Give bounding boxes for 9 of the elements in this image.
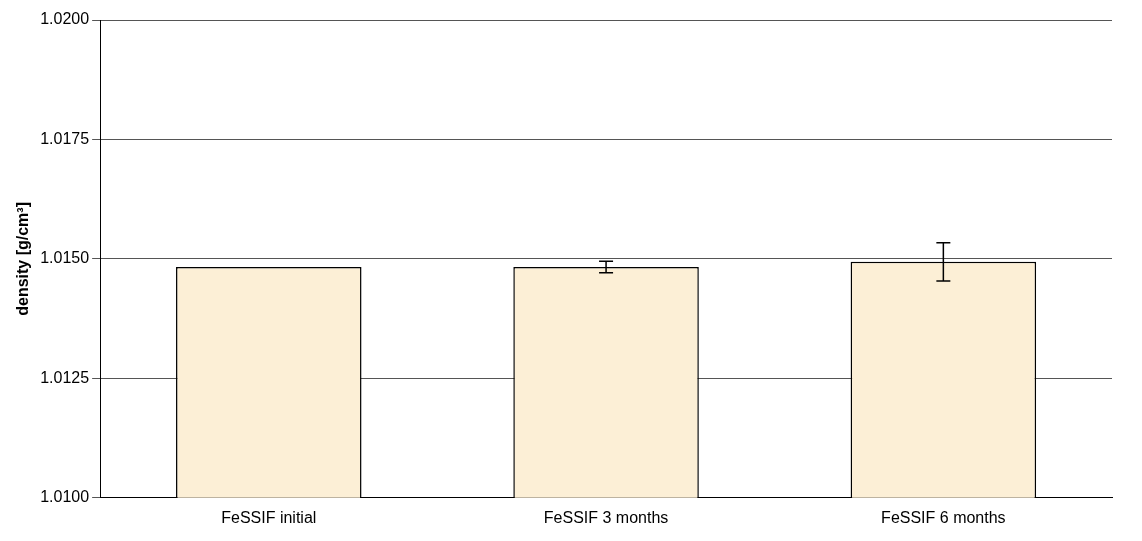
x-tick-label: FeSSIF initial: [221, 508, 317, 526]
y-tick-label: 1.0150: [40, 249, 90, 267]
y-axis-title: density [g/cm³]: [14, 202, 32, 316]
y-tick-label: 1.0100: [40, 488, 90, 506]
y-tick-label: 1.0175: [40, 129, 90, 147]
x-tick-label: FeSSIF 3 months: [543, 508, 669, 526]
x-tick-label: FeSSIF 6 months: [881, 508, 1006, 526]
y-tick-label: 1.0125: [40, 368, 90, 386]
y-tick-label: 1.0200: [40, 10, 90, 28]
